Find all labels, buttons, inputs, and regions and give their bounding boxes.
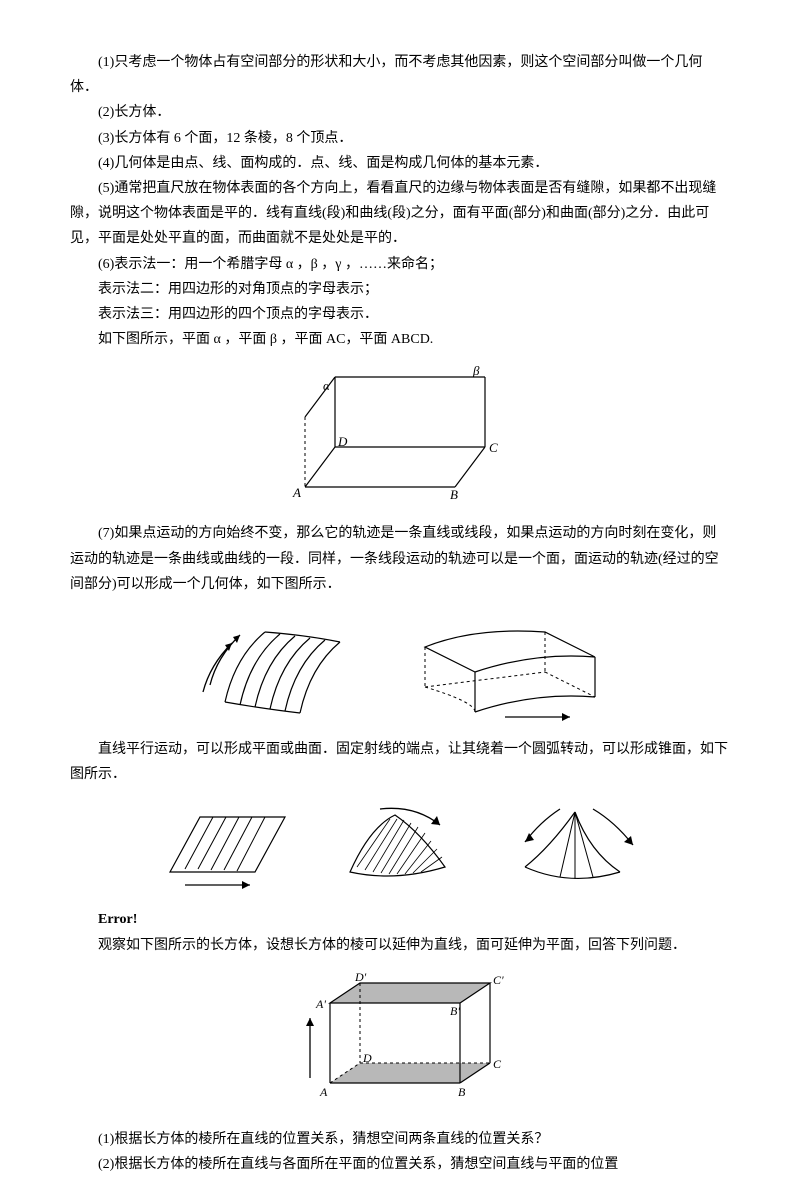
para-11: 直线平行运动，可以形成平面或曲面．固定射线的端点，让其绕着一个圆弧转动，可以形成… [70,737,730,787]
para-9: 如下图所示，平面 α ，平面 β ，平面 AC，平面 ABCD. [70,327,730,352]
label-C: C [489,440,498,455]
figure-motion-surfaces [70,607,730,727]
label-C4: C [493,1057,502,1071]
para-2: (2)长方体． [70,100,730,125]
para-6: (6)表示法一：用一个希腊字母 α ，β ，γ ，……来命名； [70,252,730,277]
para-8: 表示法三：用四边形的四个顶点的字母表示． [70,302,730,327]
label-alpha: α [323,378,331,393]
label-beta: β [472,363,480,378]
label-B4: B [458,1085,466,1099]
label-A: A [292,485,301,500]
figure-cuboid-labeled: α β D C A B [70,362,730,511]
para-13: 观察如下图所示的长方体，设想长方体的棱可以延伸为直线，面可延伸为平面，回答下列问… [70,933,730,958]
para-15: (2)根据长方体的棱所在直线与各面所在平面的位置关系，猜想空间直线与平面的位置 [70,1152,730,1177]
label-D: D [337,434,348,449]
label-D4: D [362,1051,372,1065]
para-7: 表示法二：用四边形的对角顶点的字母表示； [70,277,730,302]
label-Bp: B' [450,1004,460,1018]
para-4: (4)几何体是由点、线、面构成的．点、线、面是构成几何体的基本元素． [70,151,730,176]
label-B: B [450,487,458,502]
label-Dp: D' [354,970,367,984]
label-A4: A [319,1085,328,1099]
label-Cp: C' [493,973,504,987]
figure-sweep-surfaces [70,797,730,897]
para-5: (5)通常把直尺放在物体表面的各个方向上，看看直尺的边缘与物体表面是否有缝隙，如… [70,176,730,252]
figure-cuboid-shaded: A B C D A' B' C' D' [70,968,730,1117]
para-10: (7)如果点运动的方向始终不变，那么它的轨迹是一条直线或线段，如果点运动的方向时… [70,521,730,597]
para-14: (1)根据长方体的棱所在直线的位置关系，猜想空间两条直线的位置关系？ [70,1127,730,1152]
para-error: Error! [70,907,730,932]
label-Ap: A' [315,997,326,1011]
para-3: (3)长方体有 6 个面，12 条棱，8 个顶点． [70,126,730,151]
para-1: (1)只考虑一个物体占有空间部分的形状和大小，而不考虑其他因素，则这个空间部分叫… [70,50,730,100]
